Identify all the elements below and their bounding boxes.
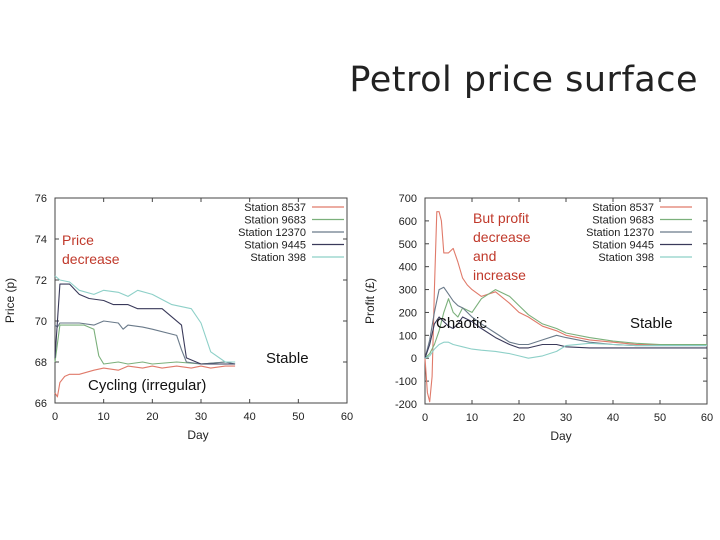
x-tick-label: 0 <box>52 411 58 423</box>
plot-frame <box>424 197 708 405</box>
x-tick-label: 50 <box>654 412 666 424</box>
series-line-station-9445 <box>424 316 707 359</box>
series-line-station-8537 <box>54 365 236 398</box>
series-line-station-9445 <box>54 283 236 365</box>
y-tick-label: -100 <box>395 376 417 388</box>
series-line-station-12370 <box>54 320 236 365</box>
legend-label: Station 9683 <box>592 215 654 227</box>
y-tick-label: 74 <box>35 234 47 246</box>
legend-label: Station 398 <box>250 252 306 264</box>
legend-label: Station 9445 <box>592 240 654 252</box>
y-tick-label: 68 <box>35 357 47 369</box>
slide-title: Petrol price surface <box>349 60 698 100</box>
y-tick-label: 200 <box>399 307 417 319</box>
x-tick-label: 0 <box>422 412 428 424</box>
legend-label: Station 398 <box>598 252 654 264</box>
x-axis-label: Day <box>550 429 571 443</box>
x-tick-label: 10 <box>98 411 110 423</box>
x-tick-label: 20 <box>513 412 525 424</box>
y-tick-label: 0 <box>411 353 417 365</box>
y-tick-label: 76 <box>35 193 47 205</box>
series-line-station-8537 <box>424 211 707 403</box>
y-tick-label: -200 <box>395 399 417 411</box>
y-tick-label: 300 <box>399 285 417 297</box>
y-tick-label: 66 <box>35 398 47 410</box>
x-tick-label: 40 <box>607 412 619 424</box>
legend-label: Station 9445 <box>244 240 306 252</box>
series-line-station-9683 <box>424 289 707 359</box>
annotation-chaotic: Chaotic <box>436 315 487 332</box>
legend-label: Station 12370 <box>586 227 654 239</box>
legend-label: Station 9683 <box>244 215 306 227</box>
x-tick-label: 40 <box>244 411 256 423</box>
y-tick-label: 100 <box>399 330 417 342</box>
legend-label: Station 8537 <box>592 202 654 214</box>
x-tick-label: 30 <box>560 412 572 424</box>
y-tick-label: 70 <box>35 316 47 328</box>
x-tick-label: 60 <box>701 412 713 424</box>
legend-label: Station 8537 <box>244 202 306 214</box>
y-tick-label: 600 <box>399 216 417 228</box>
annotation-cycling: Cycling (irregular) <box>88 377 207 394</box>
y-tick-label: 700 <box>399 193 417 205</box>
x-tick-label: 20 <box>146 411 158 423</box>
y-axis-label: Price (p) <box>3 278 17 323</box>
x-tick-label: 30 <box>195 411 207 423</box>
profit-chart: 0 10 20 30 40 50 60 -200 -100 0 100 200 300 400 500 600… <box>363 193 713 443</box>
x-tick-label: 50 <box>292 411 304 423</box>
x-tick-label: 60 <box>341 411 353 423</box>
price-chart: 0 10 20 30 40 50 60 66 68 70 72 74 76 Day Price (p) Sta… <box>3 193 353 442</box>
y-axis-label: Profit (£) <box>363 278 377 324</box>
y-tick-label: 72 <box>35 275 47 287</box>
annotation-stable-right: Stable <box>630 315 673 332</box>
y-tick-label: 500 <box>399 239 417 251</box>
legend-label: Station 12370 <box>238 227 306 239</box>
annotation-price-decrease: Price decrease <box>62 232 120 267</box>
y-tick-label: 400 <box>399 262 417 274</box>
x-tick-label: 10 <box>466 412 478 424</box>
series-line-station-398 <box>424 341 707 359</box>
series-line-station-398 <box>54 275 236 363</box>
x-axis-label: Day <box>187 428 208 442</box>
annotation-stable: Stable <box>266 350 309 367</box>
annotation-but-profit: But profit decrease and increase <box>473 210 531 283</box>
